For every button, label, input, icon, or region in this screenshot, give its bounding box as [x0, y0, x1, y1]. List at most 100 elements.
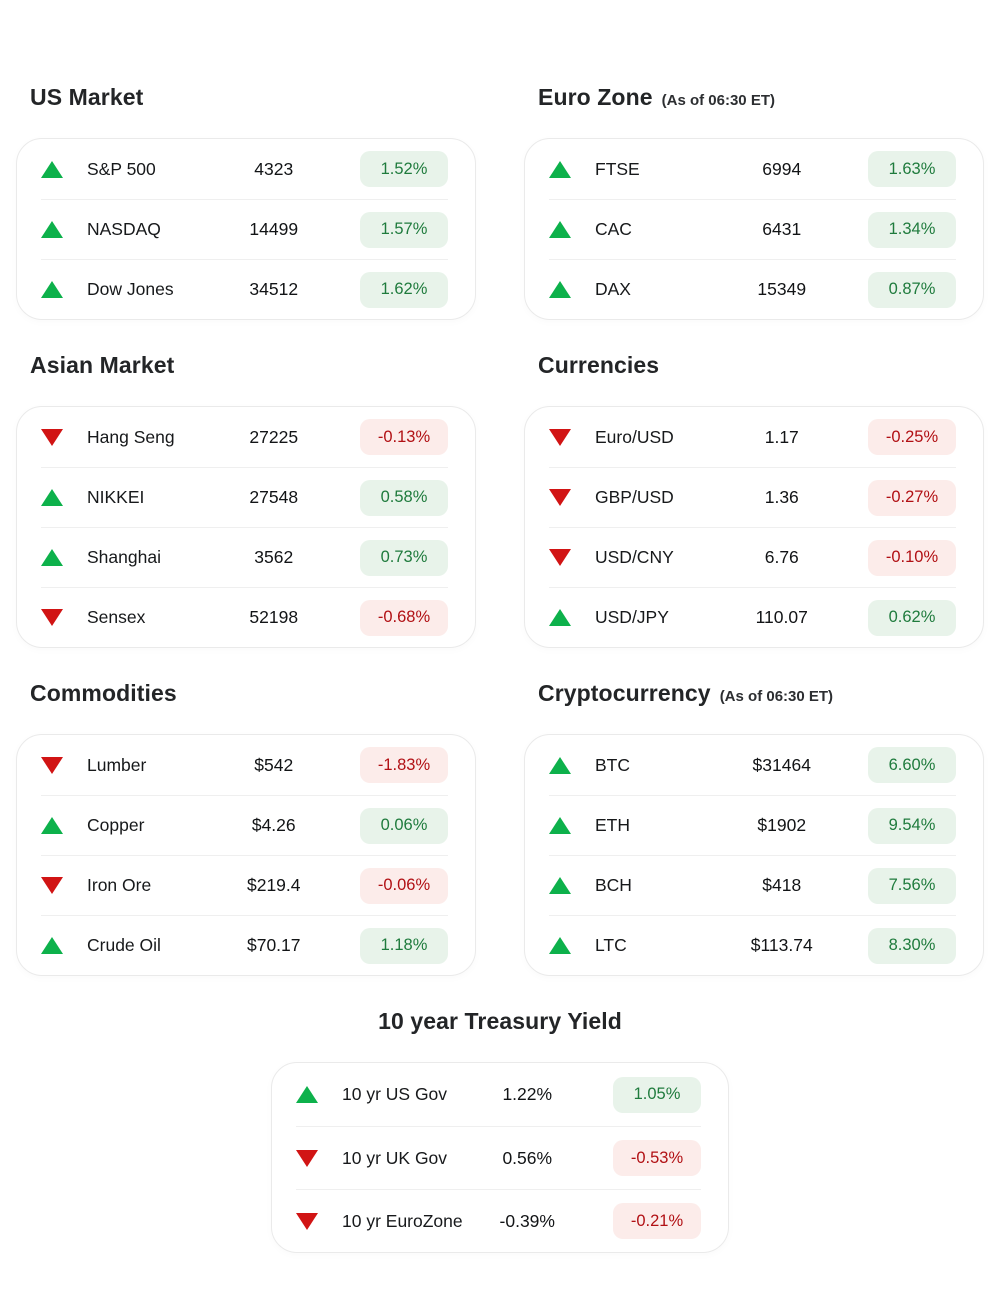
market-row: Dow Jones 34512 1.62% — [41, 259, 448, 319]
market-row: Sensex 52198 -0.68% — [41, 587, 448, 647]
market-row: DAX 15349 0.87% — [549, 259, 956, 319]
instrument-name: Lumber — [87, 754, 147, 775]
change-badge: 1.57% — [360, 211, 448, 248]
instrument-value: 3562 — [254, 547, 294, 567]
instrument-name: FTSE — [595, 158, 640, 179]
trend-up-icon — [549, 937, 571, 954]
asian-market-card: Hang Seng 27225 -0.13% NIKKEI 27548 0.58… — [16, 406, 476, 648]
commodities-card: Lumber $542 -1.83% Copper $4.26 0.06% Ir… — [16, 734, 476, 976]
section-title: Commodities — [30, 680, 177, 706]
change-badge: -0.06% — [360, 867, 448, 904]
instrument-name: BTC — [595, 754, 630, 775]
section-euro-zone: Euro Zone (As of 06:30 ET) FTSE 6994 1.6… — [524, 84, 984, 320]
market-row: ETH $1902 9.54% — [549, 795, 956, 855]
market-row: 10 yr US Gov 1.22% 1.05% — [296, 1063, 701, 1126]
market-row: NASDAQ 14499 1.57% — [41, 199, 448, 259]
instrument-value: 1.36 — [764, 487, 799, 507]
change-badge: -0.25% — [868, 419, 956, 455]
market-row: Hang Seng 27225 -0.13% — [41, 407, 448, 467]
section-title: Asian Market — [30, 352, 175, 378]
change-badge: 1.34% — [868, 211, 956, 248]
change-badge: 0.58% — [360, 479, 448, 516]
instrument-name: Crude Oil — [87, 935, 161, 955]
market-row: LTC $113.74 8.30% — [549, 915, 956, 975]
change-badge: 6.60% — [868, 747, 956, 783]
trend-up-icon — [549, 877, 571, 894]
instrument-value: 27225 — [249, 426, 299, 447]
section-header: Euro Zone (As of 06:30 ET) — [524, 84, 984, 114]
market-dashboard: US Market S&P 500 4323 1.52% NASDAQ 1449… — [16, 84, 984, 1253]
instrument-value: 110.07 — [755, 607, 808, 627]
change-badge: -1.83% — [360, 747, 448, 783]
trend-down-icon — [41, 756, 63, 774]
section-title: Euro Zone — [538, 84, 653, 110]
instrument-name: Hang Seng — [87, 426, 175, 447]
instrument-value: $219.4 — [246, 875, 301, 895]
instrument-value: 6431 — [762, 219, 802, 239]
section-timestamp-note: (As of 06:30 ET) — [661, 92, 775, 109]
section-title: US Market — [30, 84, 144, 110]
section-title: 10 year Treasury Yield — [378, 1008, 622, 1034]
instrument-value: $31464 — [752, 754, 811, 775]
change-badge: -0.68% — [360, 599, 448, 636]
market-row: CAC 6431 1.34% — [549, 199, 956, 259]
section-timestamp-note: (As of 06:30 ET) — [719, 688, 834, 705]
trend-up-icon — [549, 609, 571, 626]
instrument-value: $70.17 — [246, 935, 301, 955]
instrument-value: $4.26 — [251, 815, 296, 835]
instrument-name: CAC — [595, 219, 632, 239]
market-row: Copper $4.26 0.06% — [41, 795, 448, 855]
section-title: Cryptocurrency — [538, 680, 711, 706]
instrument-name: Shanghai — [87, 547, 161, 567]
change-badge: 0.73% — [360, 539, 448, 576]
change-badge: 0.06% — [360, 807, 448, 844]
trend-up-icon — [41, 817, 63, 834]
section-header: Currencies — [524, 352, 984, 382]
section-cryptocurrency: Cryptocurrency (As of 06:30 ET) BTC $314… — [524, 680, 984, 976]
instrument-name: 10 yr UK Gov — [342, 1147, 448, 1168]
instrument-value: 0.56% — [502, 1147, 553, 1168]
section-commodities: Commodities Lumber $542 -1.83% Copper $4… — [16, 680, 476, 976]
instrument-name: NASDAQ — [87, 219, 161, 239]
trend-down-icon — [549, 428, 571, 446]
trend-down-icon — [41, 877, 63, 894]
market-row: Iron Ore $219.4 -0.06% — [41, 855, 448, 915]
instrument-name: S&P 500 — [87, 158, 156, 179]
instrument-value: -0.39% — [499, 1210, 555, 1231]
change-badge: -0.27% — [868, 479, 956, 516]
market-row: USD/CNY 6.76 -0.10% — [549, 527, 956, 587]
instrument-name: Iron Ore — [87, 875, 152, 895]
section-us-market: US Market S&P 500 4323 1.52% NASDAQ 1449… — [16, 84, 476, 320]
trend-down-icon — [296, 1149, 318, 1167]
change-badge: 1.52% — [360, 151, 448, 187]
trend-up-icon — [296, 1086, 318, 1103]
change-badge: -0.21% — [613, 1203, 701, 1239]
treasury-yield-card: 10 yr US Gov 1.22% 1.05% 10 yr UK Gov 0.… — [271, 1062, 729, 1253]
section-header: Commodities — [16, 680, 476, 710]
trend-down-icon — [549, 549, 571, 566]
instrument-name: DAX — [595, 279, 631, 299]
market-row: FTSE 6994 1.63% — [549, 139, 956, 199]
change-badge: 1.18% — [360, 927, 448, 964]
instrument-value: 6.76 — [764, 547, 799, 567]
market-row: BCH $418 7.56% — [549, 855, 956, 915]
market-row: Lumber $542 -1.83% — [41, 735, 448, 795]
instrument-value: $418 — [762, 875, 802, 895]
trend-up-icon — [549, 160, 571, 178]
section-header: Asian Market — [16, 352, 476, 382]
market-row: NIKKEI 27548 0.58% — [41, 467, 448, 527]
change-badge: 0.87% — [868, 271, 956, 308]
instrument-value: 4323 — [254, 158, 294, 179]
change-badge: 0.62% — [868, 599, 956, 636]
cryptocurrency-card: BTC $31464 6.60% ETH $1902 9.54% BCH $41… — [524, 734, 984, 976]
section-header: US Market — [16, 84, 476, 114]
section-title: Currencies — [538, 352, 660, 378]
instrument-name: Sensex — [87, 607, 146, 627]
market-row: GBP/USD 1.36 -0.27% — [549, 467, 956, 527]
instrument-name: 10 yr EuroZone — [342, 1210, 463, 1231]
instrument-name: LTC — [595, 935, 627, 955]
market-row: USD/JPY 110.07 0.62% — [549, 587, 956, 647]
instrument-value: 1.17 — [764, 426, 799, 447]
change-badge: 8.30% — [868, 927, 956, 964]
change-badge: 9.54% — [868, 807, 956, 844]
